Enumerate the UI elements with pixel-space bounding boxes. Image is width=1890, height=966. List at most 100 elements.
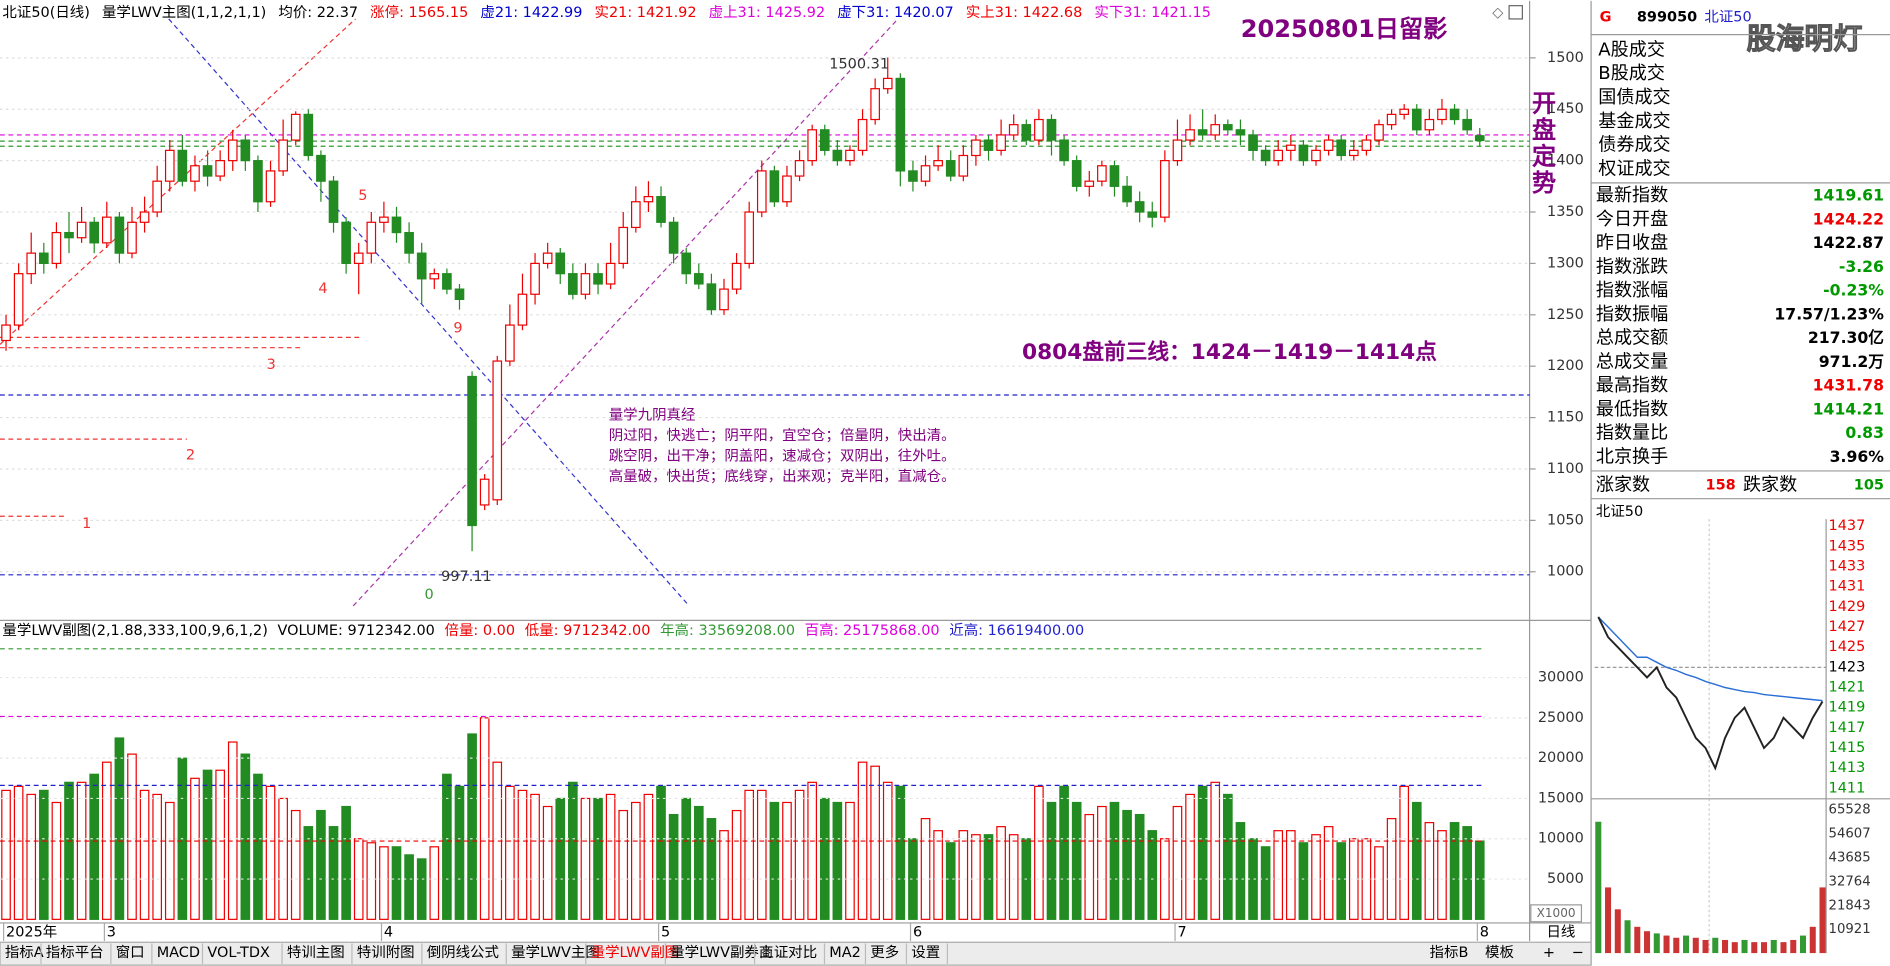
volume-bar: [64, 781, 74, 920]
tab[interactable]: 特训主图: [287, 944, 345, 961]
candle-body: [366, 221, 377, 254]
candle-body: [958, 154, 969, 177]
name: 北证50: [1704, 9, 1751, 26]
tab[interactable]: 设置: [911, 944, 940, 961]
y-tick-label: 1150: [1547, 410, 1584, 426]
tab[interactable]: 窗口: [116, 943, 145, 961]
intraday-vol-bar: [1761, 942, 1768, 954]
vol-tick-label: 10000: [1538, 831, 1584, 847]
candle-body: [391, 216, 402, 234]
tab[interactable]: 量学LWV副券商: [670, 944, 773, 961]
volume-bar: [1147, 830, 1158, 920]
candle-body: [404, 231, 414, 254]
volume-bar: [1323, 826, 1334, 920]
volume-bar: [769, 801, 780, 920]
three-lines-note: 0804盘前三线：1424－1419－1414点: [1022, 339, 1437, 365]
candle-body: [681, 252, 692, 275]
quote-label: 最新指数: [1596, 185, 1668, 206]
quote-label: 北京换手: [1596, 446, 1668, 467]
quote-value: 217.30亿: [1808, 328, 1884, 347]
candle-body: [454, 288, 465, 300]
quote-value: -0.23%: [1823, 281, 1884, 300]
tab[interactable]: 量学LWV副图: [591, 944, 680, 961]
tab[interactable]: 量学LWV主图: [511, 944, 600, 961]
quote-value: 1431.78: [1813, 376, 1884, 395]
tab[interactable]: 指标A: [5, 944, 44, 961]
candle-body: [1424, 118, 1435, 131]
candle-body: [316, 154, 326, 182]
volume-bar: [1197, 785, 1208, 920]
wave-mark: 0: [425, 587, 434, 603]
volume-bar: [731, 809, 742, 920]
sub-header-item: 年高: 33569208.00: [660, 622, 795, 639]
quote-value: 971.2万: [1819, 352, 1884, 371]
tab-right[interactable]: 指标B: [1430, 944, 1469, 961]
candle-body: [1336, 139, 1347, 157]
intraday-vol-bar: [1644, 931, 1651, 954]
breadth-value: 158: [1706, 477, 1736, 493]
intraday-vol-bar: [1624, 920, 1631, 954]
tab[interactable]: 指标平台: [46, 944, 104, 961]
candle-body: [593, 273, 603, 285]
volume-bar: [1097, 805, 1107, 920]
candle-body: [1109, 165, 1120, 187]
tab[interactable]: VOL-TDX: [207, 945, 270, 961]
volume-bar: [328, 826, 339, 920]
volume-bar: [278, 797, 288, 920]
volume-bar: [782, 801, 792, 920]
main-pane: 北证50(日线) 量学LWV主图(1,1,2,1,1) 均价: 22.37 涨停: 1…: [0, 4, 1584, 964]
tab[interactable]: 特训附图: [357, 944, 415, 961]
volume-bar: [958, 830, 969, 920]
window-button[interactable]: [1508, 5, 1523, 20]
icon[interactable]: ◇: [1492, 5, 1504, 21]
tab-right[interactable]: +: [1543, 945, 1555, 961]
tab-right[interactable]: 模板: [1485, 943, 1514, 961]
candle-body: [1008, 124, 1019, 136]
tab-right[interactable]: −: [1572, 945, 1584, 961]
volume-bar: [1071, 801, 1082, 920]
tab-bar: [0, 941, 1592, 966]
candle-body: [555, 252, 566, 275]
volume-bar: [1374, 846, 1384, 920]
high-label: 1500.31: [829, 57, 889, 73]
intraday-tick: 1435: [1829, 538, 1866, 554]
tab[interactable]: MA2: [829, 945, 861, 961]
intraday-vol-bar: [1770, 939, 1777, 954]
candle-body: [920, 165, 931, 182]
period-label[interactable]: 日线: [1546, 924, 1575, 941]
candle-body: [177, 149, 188, 182]
intraday-vol-tick: 21843: [1829, 898, 1871, 913]
candle-body: [794, 160, 805, 177]
volume-bar: [744, 789, 755, 920]
tab[interactable]: 上证对比: [759, 944, 817, 961]
volume-bar: [1185, 793, 1195, 920]
candle-body: [517, 293, 528, 326]
quote-label: 今日开盘: [1596, 209, 1668, 230]
volume-bar: [139, 789, 150, 920]
intraday-vol-bar: [1595, 821, 1602, 954]
text-block-line: 阴过阳，快逃亡；阴平阳，宜空仓；倍量阴，快出清。: [609, 427, 956, 444]
candle-body: [693, 273, 704, 285]
x-tick-label: 2025年: [6, 924, 57, 941]
volume-bar: [227, 741, 238, 920]
intraday-vol-bar: [1722, 939, 1729, 954]
sub-header-item: VOLUME: 9712342.00: [278, 623, 435, 639]
sub-header-item: 倍量: 0.00: [445, 622, 516, 639]
volume-bar: [290, 809, 301, 920]
candle-body: [933, 160, 943, 167]
trend-line: [352, 18, 899, 607]
volume-bar: [479, 717, 490, 920]
tab[interactable]: MACD: [157, 945, 200, 961]
tab[interactable]: 倒阴线公式: [427, 944, 499, 961]
volume-bar: [366, 842, 377, 920]
header: 北证50(日线) 量学LWV主图(1,1,2,1,1) 均价: 22.37 涨停: 1…: [2, 4, 1210, 21]
tab[interactable]: 更多: [870, 944, 899, 961]
volume-bar: [454, 785, 465, 920]
quote-label: 总成交量: [1596, 351, 1668, 372]
volume-bar: [971, 834, 981, 920]
candle-body: [1260, 149, 1271, 162]
intraday-tick: 1417: [1829, 720, 1866, 736]
candle-body: [1160, 160, 1170, 218]
candle-body: [832, 149, 843, 162]
